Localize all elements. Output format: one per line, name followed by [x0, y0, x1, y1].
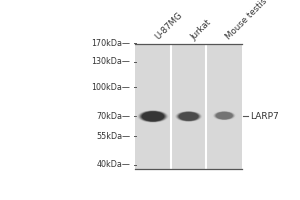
Bar — [135, 44, 171, 169]
Ellipse shape — [214, 111, 235, 120]
Ellipse shape — [213, 111, 236, 120]
Ellipse shape — [138, 110, 168, 122]
Ellipse shape — [216, 112, 232, 119]
Ellipse shape — [176, 111, 202, 122]
Ellipse shape — [212, 111, 236, 120]
Ellipse shape — [215, 112, 233, 119]
Text: 55kDa—: 55kDa— — [96, 132, 130, 141]
Ellipse shape — [136, 110, 170, 123]
Text: 100kDa—: 100kDa— — [92, 83, 130, 92]
Ellipse shape — [137, 110, 169, 123]
Text: 40kDa—: 40kDa— — [97, 160, 130, 169]
Ellipse shape — [138, 110, 168, 123]
Ellipse shape — [213, 111, 236, 120]
Ellipse shape — [140, 111, 166, 122]
Ellipse shape — [178, 112, 199, 121]
Text: Mouse testis: Mouse testis — [224, 0, 269, 42]
Ellipse shape — [214, 112, 234, 120]
Ellipse shape — [214, 111, 235, 120]
Ellipse shape — [179, 112, 198, 121]
Ellipse shape — [141, 111, 165, 122]
Ellipse shape — [215, 112, 234, 120]
Text: Jurkat: Jurkat — [189, 18, 213, 42]
Text: 130kDa—: 130kDa— — [92, 57, 130, 66]
Bar — [206, 44, 242, 169]
Text: 70kDa—: 70kDa— — [97, 112, 130, 121]
Ellipse shape — [142, 111, 164, 121]
Ellipse shape — [174, 111, 203, 122]
Ellipse shape — [141, 111, 165, 122]
Ellipse shape — [212, 111, 237, 121]
Text: LARP7: LARP7 — [250, 112, 279, 121]
Text: U-87MG: U-87MG — [153, 11, 184, 42]
Ellipse shape — [177, 111, 200, 121]
Ellipse shape — [175, 111, 202, 122]
Bar — [171, 44, 206, 169]
Ellipse shape — [173, 111, 204, 122]
Ellipse shape — [136, 110, 170, 123]
Ellipse shape — [140, 111, 166, 122]
Text: 170kDa—: 170kDa— — [92, 39, 130, 48]
Ellipse shape — [175, 111, 203, 122]
Ellipse shape — [139, 111, 167, 122]
Ellipse shape — [177, 112, 200, 121]
Ellipse shape — [178, 112, 200, 121]
Ellipse shape — [176, 111, 201, 121]
